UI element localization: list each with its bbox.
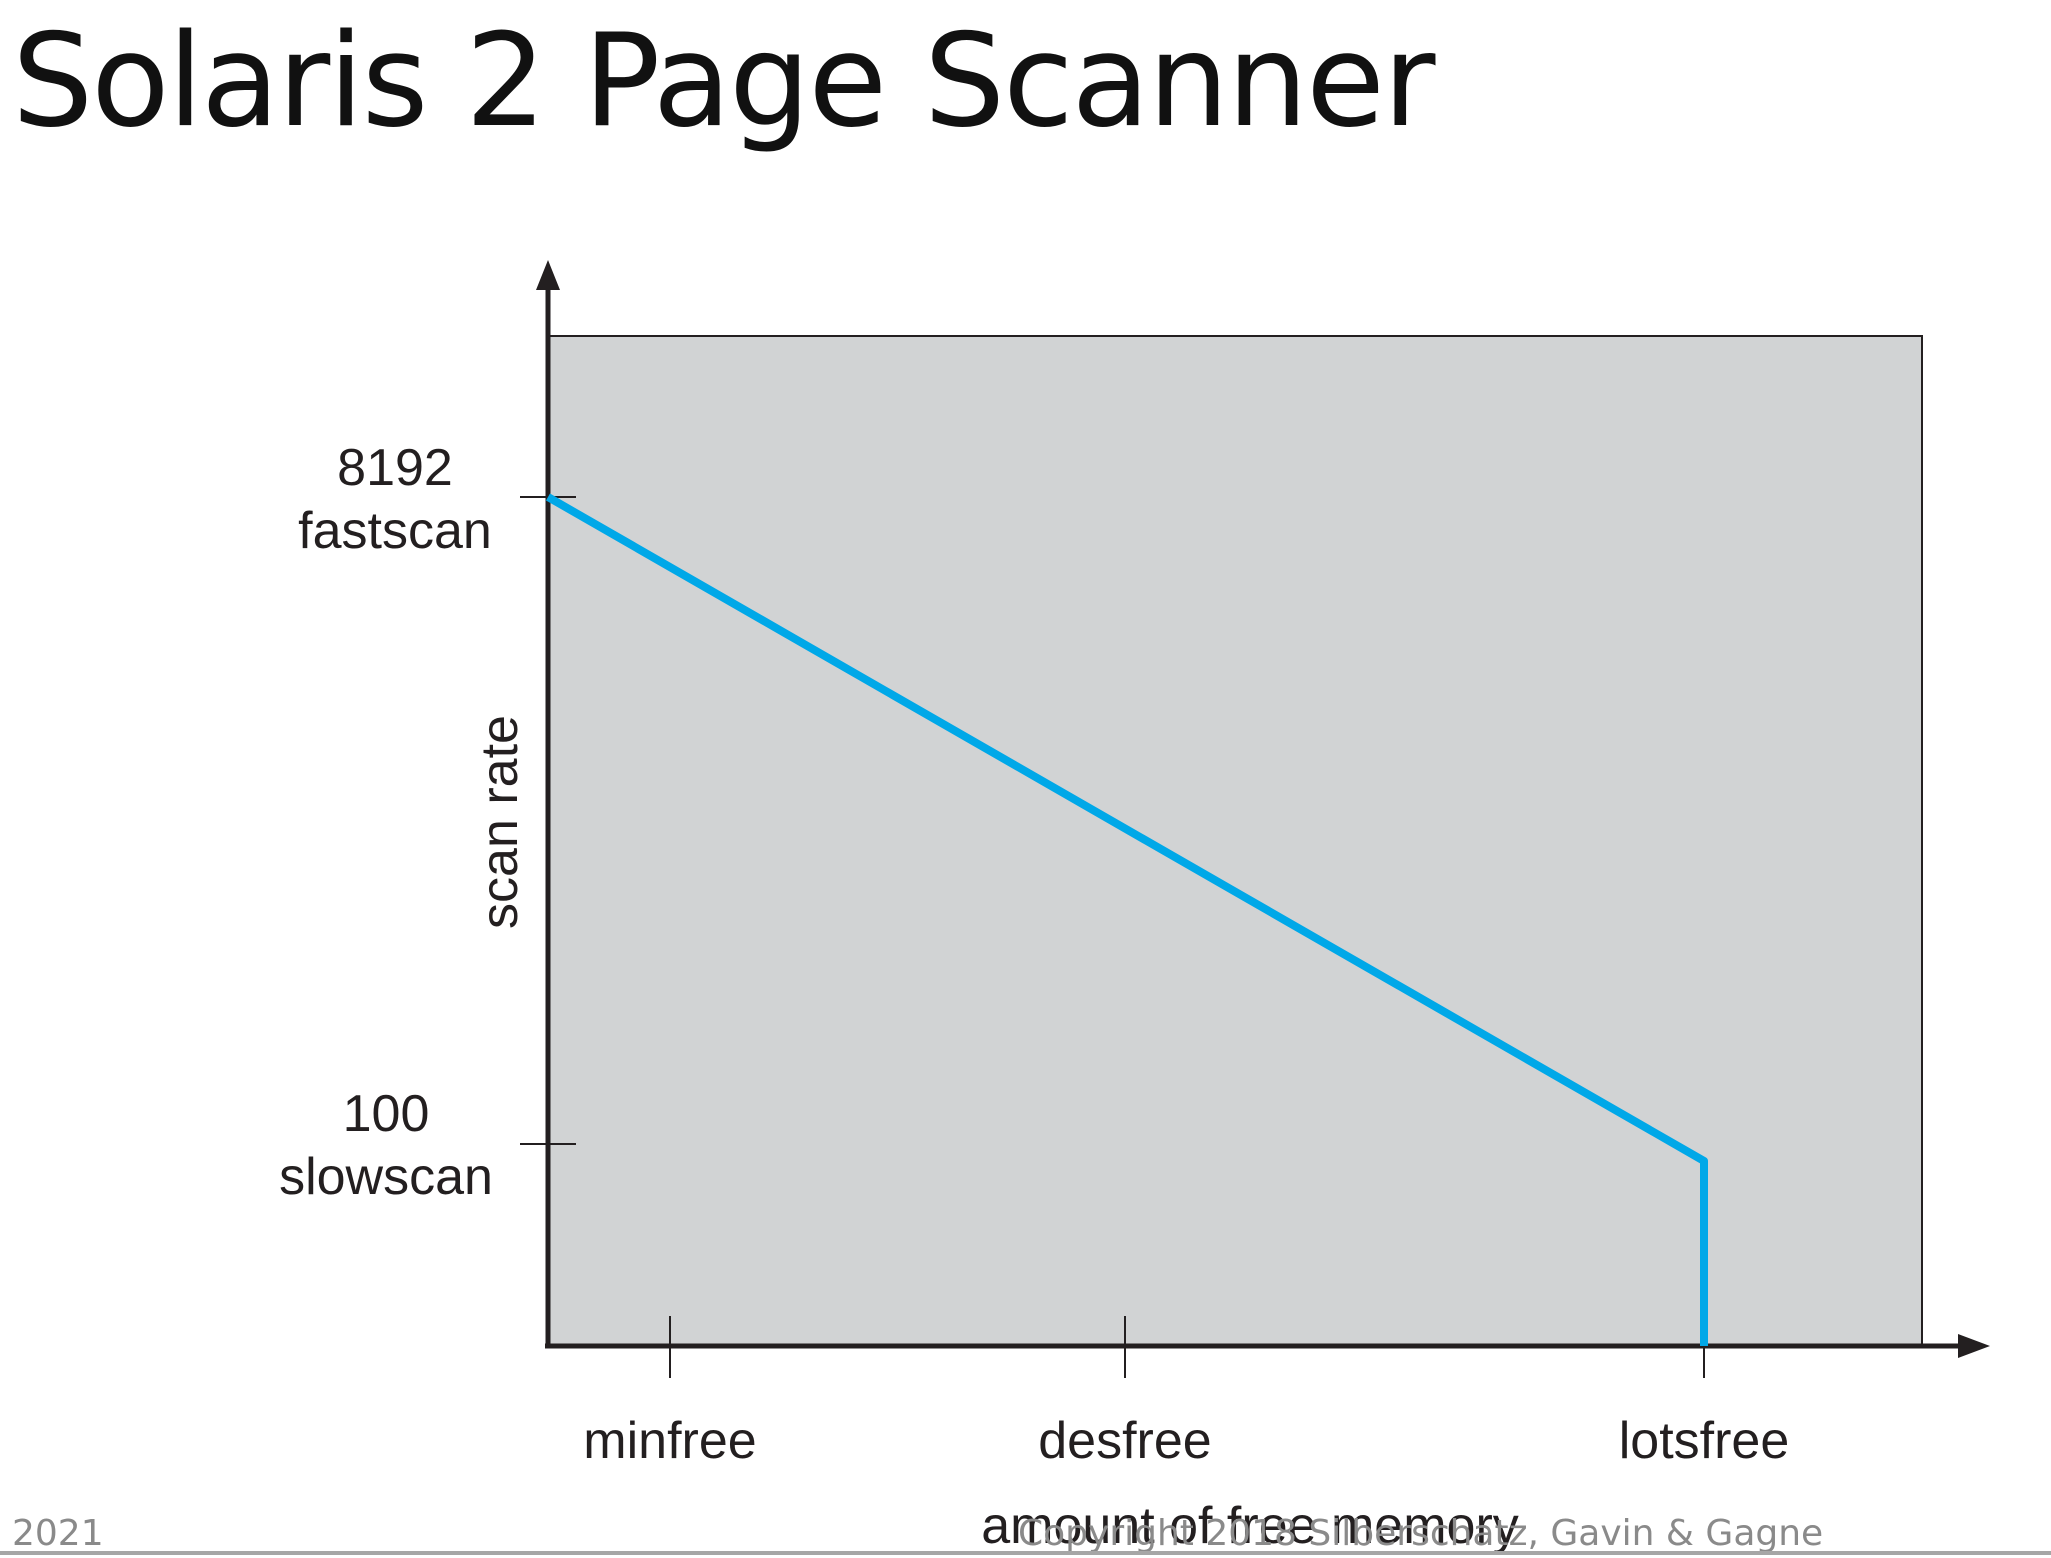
footer-year: 2021 bbox=[12, 1513, 104, 1554]
slide-title: Solaris 2 Page Scanner bbox=[12, 7, 1435, 156]
x-tick-label-minfree: minfree bbox=[583, 1412, 756, 1470]
x-tick-label-desfree: desfree bbox=[1038, 1412, 1211, 1470]
x-tick-label-lotsfree: lotsfree bbox=[1619, 1412, 1790, 1470]
y-tick-label-100: 100 bbox=[343, 1085, 430, 1143]
footer-divider bbox=[0, 1551, 2051, 1555]
x-axis-label: amount of free memory bbox=[981, 1497, 1519, 1555]
y-tick-label-slowscan: slowscan bbox=[279, 1148, 493, 1206]
y-axis-label: scan rate bbox=[471, 715, 529, 929]
y-tick-label-8192: 8192 bbox=[337, 439, 453, 497]
x-axis-arrow bbox=[1958, 1334, 1990, 1358]
y-axis-arrow bbox=[536, 260, 560, 290]
plot-area bbox=[547, 335, 1923, 1347]
footer-copyright: Copyright 2018 Silberschatz, Gavin & Gag… bbox=[1018, 1513, 1824, 1554]
y-tick-label-fastscan: fastscan bbox=[298, 502, 492, 560]
scan-rate-line bbox=[546, 493, 1708, 1346]
